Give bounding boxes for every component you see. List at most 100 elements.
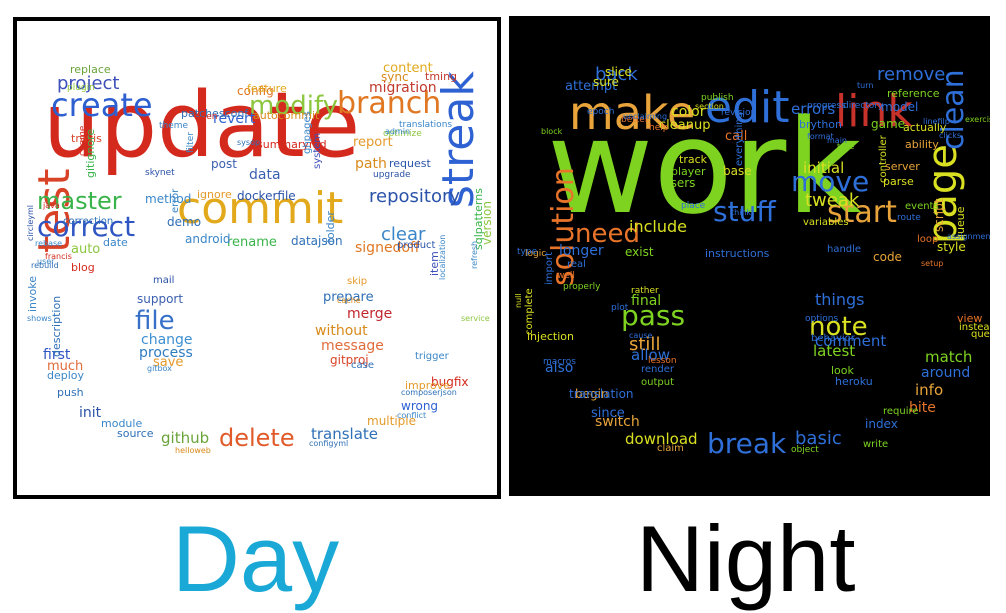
cloud-word: patchesconf <box>181 107 249 120</box>
cloud-word: bugfix <box>431 375 469 389</box>
cloud-word: move <box>791 165 870 198</box>
cloud-word: create <box>51 86 153 124</box>
cloud-word: first <box>43 347 71 363</box>
cloud-word: download <box>625 430 698 448</box>
cloud-word: injection <box>527 330 574 343</box>
cloud-word: composerjson <box>401 388 457 397</box>
cloud-word: date <box>103 236 128 249</box>
cloud-word: plugin <box>67 83 95 93</box>
cloud-word: config <box>237 84 274 98</box>
cloud-word: start <box>827 195 897 230</box>
cloud-word: pass <box>621 299 686 332</box>
cloud-word: multiple <box>367 414 417 428</box>
cloud-word: object <box>791 445 819 455</box>
cloud-word: begin <box>575 387 609 401</box>
cloud-word: turn <box>857 81 874 90</box>
cloud-word: linefilp <box>923 117 950 126</box>
cloud-word: comment <box>815 332 887 350</box>
cloud-word: migration <box>369 80 437 96</box>
cloud-word: circleyml <box>26 204 35 241</box>
cloud-word: slice <box>605 65 632 79</box>
cloud-word: revision <box>721 108 757 118</box>
cloud-word: since <box>591 406 625 421</box>
day-caption: Day <box>172 506 340 611</box>
cloud-word: assignment <box>947 232 990 241</box>
cloud-word: branch <box>337 86 442 121</box>
cloud-word: info <box>915 381 944 399</box>
cloud-word: exercise <box>965 115 990 124</box>
cloud-word: write <box>863 439 889 450</box>
cloud-word: options <box>805 314 839 324</box>
cloud-word: users <box>663 176 696 190</box>
cloud-word: track <box>679 153 707 166</box>
cloud-word: reference <box>887 87 940 100</box>
cloud-word: cache <box>337 296 361 305</box>
cloud-word: support <box>137 292 184 306</box>
cloud-word: match <box>925 348 973 366</box>
cloud-word: merge <box>347 306 393 322</box>
cloud-word: java <box>43 201 60 210</box>
cloud-word: rather <box>631 286 659 296</box>
cloud-word: localization <box>438 234 447 280</box>
cloud-word: around <box>921 365 971 381</box>
cloud-word: optimize <box>383 129 422 139</box>
cloud-word: delete <box>219 424 295 452</box>
cloud-word: system <box>312 132 323 169</box>
cloud-word: modify <box>249 91 339 121</box>
cloud-word: game <box>871 117 906 131</box>
cloud-word: errors <box>791 100 836 118</box>
cloud-word: source <box>117 427 154 440</box>
cloud-word: color <box>671 104 706 120</box>
cloud-word: much <box>47 359 84 374</box>
cloud-word: view <box>957 312 983 325</box>
cloud-word: help <box>649 123 669 133</box>
cloud-word: translations <box>399 120 453 130</box>
cloud-word: tming <box>425 70 458 83</box>
cloud-word: improve <box>405 379 451 392</box>
cloud-word: ability <box>905 138 939 151</box>
cloud-word: signedoff <box>355 240 420 256</box>
cloud-word: query <box>971 329 990 340</box>
cloud-word: directory <box>843 101 884 111</box>
cloud-word: data <box>249 167 281 183</box>
cloud-word: refresh <box>470 240 479 269</box>
cloud-word: correction <box>63 216 114 227</box>
cloud-word: publish <box>701 93 734 103</box>
cloud-word: also <box>545 360 574 376</box>
cloud-word: output <box>641 377 674 388</box>
cloud-word: plot <box>611 303 629 313</box>
cloud-word: remove <box>877 64 946 85</box>
cloud-word: save <box>153 355 184 370</box>
cloud-word: repository <box>369 186 461 207</box>
cloud-word: auto <box>71 242 101 257</box>
cloud-word: replace <box>70 63 111 76</box>
cloud-word: sure <box>593 75 619 89</box>
cloud-word: method <box>145 192 192 206</box>
cloud-word: back <box>595 64 638 85</box>
cloud-word: real <box>567 259 586 270</box>
cloud-word: bite <box>909 400 936 416</box>
cloud-word: think <box>731 208 752 217</box>
cloud-word: summarymd <box>257 138 327 151</box>
cloud-word: type <box>517 247 538 257</box>
cloud-word: rename <box>227 235 277 250</box>
cloud-word: demo <box>167 215 202 229</box>
cloud-word: base <box>723 164 752 178</box>
cloud-word: gitbox <box>147 364 172 373</box>
cloud-word: format <box>807 132 834 141</box>
cloud-word: complete <box>524 288 535 335</box>
cloud-word: server <box>885 160 920 173</box>
night-caption: Night <box>636 506 856 611</box>
cloud-word: module <box>101 417 143 430</box>
cloud-word: commit <box>177 183 344 234</box>
cloud-word: user <box>37 257 55 266</box>
cloud-word: import <box>544 251 555 285</box>
cloud-word: github <box>161 429 210 447</box>
cloud-word: style <box>937 240 966 254</box>
cloud-word: rebase <box>35 239 63 248</box>
cloud-word: include <box>629 217 687 236</box>
cloud-word: player <box>671 165 706 178</box>
cloud-word: rebuild <box>31 261 59 270</box>
cloud-word: section <box>695 102 724 111</box>
cloud-word: admin <box>385 127 411 136</box>
